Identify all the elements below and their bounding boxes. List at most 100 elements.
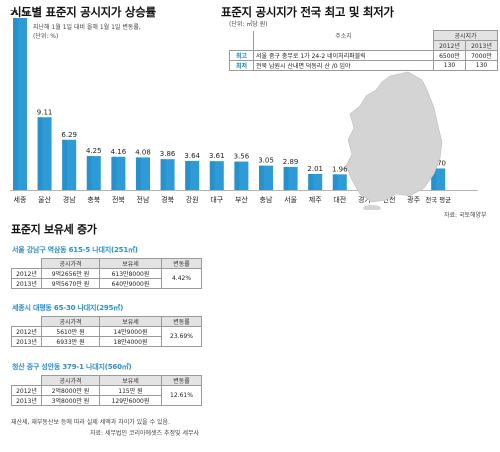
- tax-table-corner: [11, 316, 42, 327]
- bar-13: [332, 174, 347, 190]
- data-label-10: 3.05: [258, 157, 274, 165]
- data-label-12: 2.01: [307, 165, 323, 173]
- tax-change: 12.61%: [161, 385, 202, 406]
- col-header-address: 주소지: [253, 30, 434, 41]
- data-label-11: 2.89: [283, 158, 299, 166]
- tick-label-9: 부산: [235, 195, 248, 204]
- tax-year: 2013년: [11, 336, 42, 347]
- table-row: 2012년 2억8000만 원 115만 원 12.61%: [11, 385, 202, 406]
- bar-10: [259, 165, 273, 190]
- data-label-6: 3.86: [160, 150, 176, 158]
- jeju-island-shape: [363, 205, 381, 210]
- bar-shade-4: [111, 156, 117, 190]
- bar-4: [111, 156, 126, 190]
- data-label-4: 4.16: [111, 148, 127, 156]
- tax-header-change: 변동률: [161, 375, 202, 386]
- data-label-9: 3.56: [234, 153, 250, 161]
- korea-map: [345, 71, 443, 210]
- bar-0: [13, 18, 27, 190]
- tax-price: 9억5670만 원: [41, 278, 100, 289]
- bar-shade-1: [37, 117, 43, 190]
- tax-change: 23.69%: [161, 326, 202, 347]
- tax-source: 자료: 세무법인 코리아에셋즈 추정및 세무사: [90, 430, 200, 437]
- table-corner: [229, 30, 254, 41]
- property-name-3: 청산 중구 성안동 379-1 나대지(560㎡): [12, 363, 132, 371]
- table-row: 2012년 5610만 원 14만9000원 23.69%: [11, 326, 202, 347]
- tax-price: 3억8000만 원: [41, 395, 100, 406]
- tax-header-tax: 보유세: [99, 316, 162, 327]
- tax-header-price: 공시가격: [41, 258, 100, 269]
- bar-chart-subtitle: 지난해 1월 1일 대비 올해 1월 1일 변동률,: [33, 24, 141, 31]
- tax-amount: 18만4000원: [99, 336, 162, 347]
- bar-12: [308, 173, 323, 190]
- bar-6: [160, 159, 175, 190]
- row-address-max: 서울 중구 충무로 1가 24-2 네이처리퍼블릭: [253, 50, 434, 61]
- table-corner-3: [253, 40, 434, 51]
- tick-label-17: 전국 평균: [425, 195, 451, 204]
- data-label-7: 3.64: [184, 152, 200, 160]
- row-2012-min: 130: [433, 60, 466, 71]
- col-header-price: 공시지가: [433, 30, 498, 41]
- tick-label-16: 광주: [407, 196, 420, 204]
- property-name-1: 서울 강남구 역삼동 615-5 나대지(251㎡): [12, 246, 138, 254]
- bar-shade-17: [431, 168, 437, 190]
- tick-label-8: 대구: [210, 196, 223, 204]
- bar-17: [431, 168, 446, 190]
- tick-label-15: 인천: [383, 195, 396, 204]
- bar-shade-10: [259, 165, 264, 190]
- tick-label-4: 전북: [112, 195, 125, 204]
- table-row: 2012년 9억2656만 원 613만8000원 4.42%: [11, 268, 202, 289]
- row-label-max: 최고: [229, 50, 254, 61]
- bar-chart-source: 자료: 국토해양부: [444, 212, 487, 219]
- bar-9: [234, 161, 249, 190]
- tax-year: 2013년: [11, 278, 42, 289]
- bar-3: [86, 156, 101, 190]
- tax-table-2: 공시가격 보유세 변동률 2012년 5610만 원 14만9000원 23.6…: [11, 316, 202, 347]
- tick-label-11: 서울: [284, 195, 297, 204]
- tick-label-13: 대전: [333, 195, 346, 204]
- tick-label-0: 세종: [14, 195, 27, 204]
- row-label-min: 최저: [229, 60, 254, 71]
- table-row: 2013년 6933만 원 18만4000원: [11, 336, 202, 347]
- tick-label-5: 전남: [137, 195, 150, 204]
- tax-year: 2012년: [11, 385, 42, 396]
- data-label-2: 6.29: [61, 131, 77, 139]
- tax-table-1: 공시가격 보유세 변동률 2012년 9억2656만 원 613만8000원 4…: [11, 258, 202, 289]
- row-2013-min: 130: [465, 60, 498, 71]
- tick-label-2: 경남: [63, 195, 76, 204]
- tax-amount: 115만 원: [99, 385, 162, 396]
- bar-chart-title: 시도별 표준지 공시지가 상승률: [11, 5, 156, 19]
- bar-5: [136, 157, 150, 190]
- data-label-3: 4.25: [86, 147, 102, 155]
- tax-price: 9억2656만 원: [41, 268, 100, 279]
- tax-year: 2012년: [11, 268, 42, 279]
- tax-amount: 14만9000원: [99, 326, 162, 337]
- tick-label-10: 충남: [260, 195, 273, 204]
- tax-change: 4.42%: [161, 268, 202, 289]
- data-label-8: 3.61: [209, 152, 225, 160]
- tax-amount: 640만9000원: [99, 278, 162, 289]
- bar-shade-2: [62, 139, 68, 190]
- bar-shade-5: [136, 157, 141, 190]
- tax-header-tax: 보유세: [99, 375, 162, 386]
- bar-2: [62, 139, 77, 190]
- tax-header-price: 공시가격: [41, 375, 100, 386]
- bar-shade-3: [86, 156, 92, 190]
- row-address-min: 전북 남원시 산내면 덕동리 산 /0 임야: [253, 60, 434, 71]
- bar-7: [185, 160, 200, 190]
- tax-header-change: 변동률: [161, 316, 202, 327]
- data-label-1: 9.11: [37, 108, 53, 116]
- tick-label-7: 강원: [186, 195, 199, 204]
- bar-shade-12: [308, 173, 314, 190]
- bar-shade-11: [283, 166, 289, 190]
- row-2013-max: 7000만: [465, 50, 498, 61]
- tick-label-14: 경기: [358, 195, 371, 204]
- tax-header-price: 공시가격: [41, 316, 100, 327]
- tick-label-1: 울산: [38, 195, 51, 204]
- table-corner-2: [229, 40, 254, 51]
- tax-footnote: 재산세, 재부동산보 등에 따라 실제 세액과 차이가 있을 수 있음.: [11, 419, 170, 426]
- table-row: 2013년 9억5670만 원 640만9000원: [11, 278, 202, 289]
- price-table-title: 표준지 공시지가 전국 최고 및 최저가: [221, 5, 394, 19]
- tax-price: 5610만 원: [41, 326, 100, 337]
- tax-amount: 613만8000원: [99, 268, 162, 279]
